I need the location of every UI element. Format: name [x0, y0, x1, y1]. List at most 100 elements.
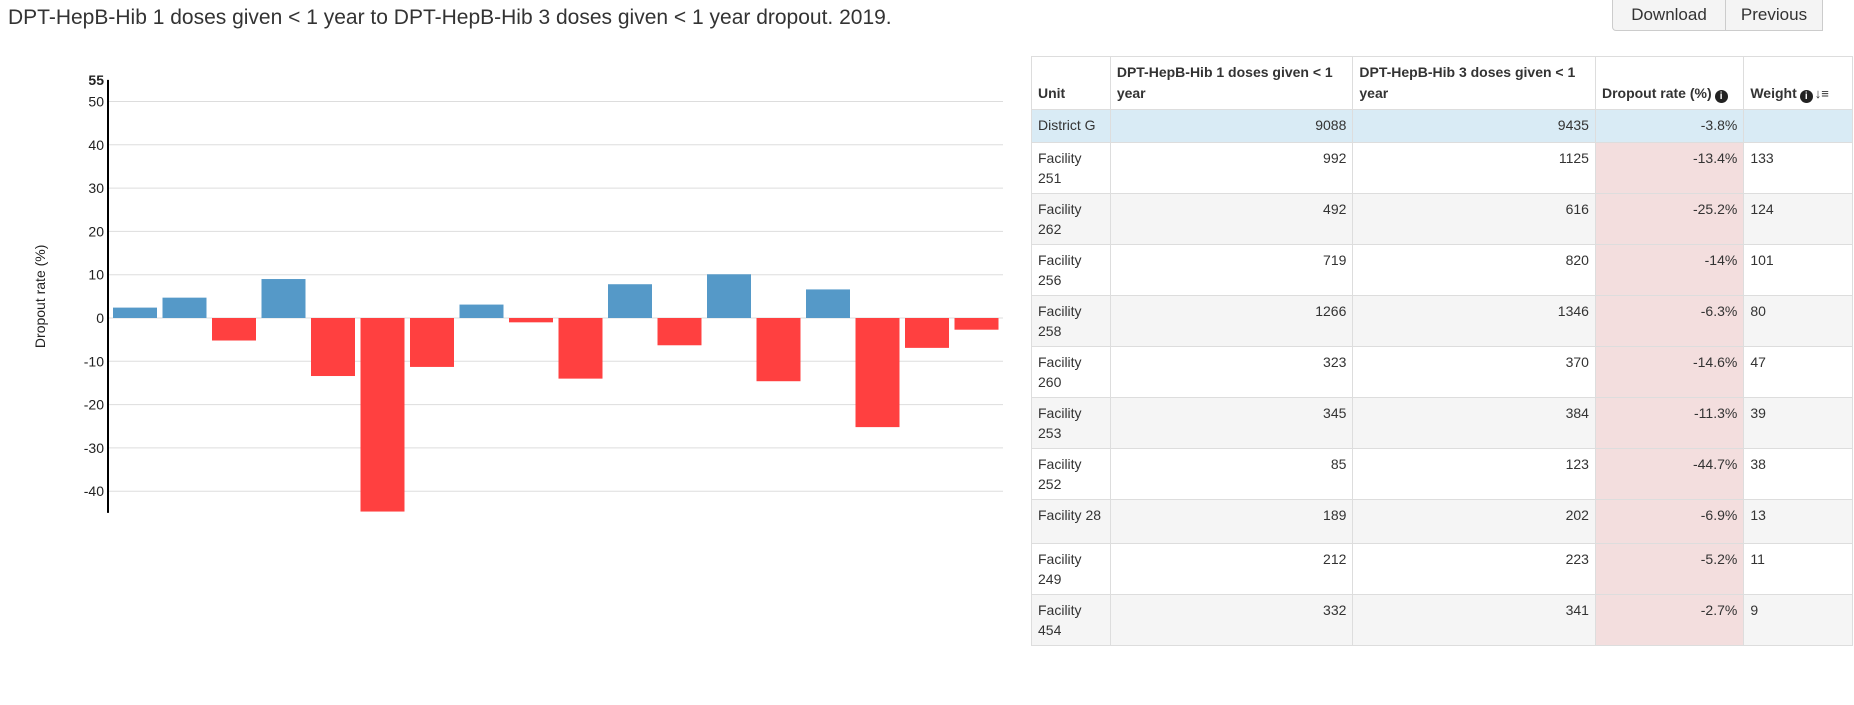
table-row[interactable]: Facility 260 323 370 -14.6% 47: [1031, 346, 1853, 398]
cell-dose3: 223: [1352, 543, 1596, 595]
header-dose3[interactable]: DPT-HepB-Hib 3 doses given < 1 year: [1352, 56, 1596, 110]
chart-bar: [311, 318, 355, 377]
y-tick-label: -10: [84, 353, 104, 369]
cell-dropout: -14%: [1594, 244, 1745, 296]
cell-weight: 47: [1743, 346, 1853, 398]
chart-bar: [162, 297, 207, 318]
cell-weight: 133: [1743, 142, 1853, 194]
y-axis-label: Dropout rate (%): [32, 245, 48, 348]
cell-dose3: 370: [1352, 346, 1596, 398]
cell-unit: Facility 252: [1031, 448, 1111, 500]
table-row[interactable]: Facility 249 212 223 -5.2% 11: [1031, 543, 1853, 595]
cell-dropout: -11.3%: [1594, 397, 1745, 449]
info-circle-icon[interactable]: i: [1714, 90, 1728, 103]
cell-weight: [1743, 109, 1853, 143]
cell-dose1: 323: [1109, 346, 1354, 398]
info-circle-icon[interactable]: i: [1799, 90, 1813, 103]
y-tick-label: 30: [88, 180, 104, 196]
cell-dose3: 202: [1352, 499, 1596, 544]
header-unit[interactable]: Unit: [1031, 56, 1111, 110]
y-tick-label: 40: [88, 137, 104, 153]
y-tick-label: 0: [96, 310, 104, 326]
table-row[interactable]: Facility 258 1266 1346 -6.3% 80: [1031, 295, 1853, 347]
toolbar: Download Previous: [1612, 0, 1823, 31]
chart-bar: [459, 304, 504, 318]
cell-dose1: 332: [1109, 594, 1354, 646]
download-button[interactable]: Download: [1612, 0, 1726, 31]
header-dropout[interactable]: Dropout rate (%) i: [1594, 56, 1745, 110]
header-weight[interactable]: Weight i ↓≡: [1743, 56, 1853, 110]
cell-dose3: 384: [1352, 397, 1596, 449]
cell-dose1: 85: [1109, 448, 1354, 500]
cell-dose3: 820: [1352, 244, 1596, 296]
table-row[interactable]: Facility 262 492 616 -25.2% 124: [1031, 193, 1853, 245]
chart-bar: [707, 274, 751, 318]
y-tick-label: 20: [88, 223, 104, 239]
cell-dose1: 9088: [1109, 109, 1354, 143]
cell-dose3: 616: [1352, 193, 1596, 245]
cell-dose1: 1266: [1109, 295, 1354, 347]
cell-dose1: 992: [1109, 142, 1354, 194]
cell-unit: Facility 253: [1031, 397, 1111, 449]
cell-dose3: 1346: [1352, 295, 1596, 347]
cell-dropout: -5.2%: [1594, 543, 1745, 595]
cell-unit: Facility 251: [1031, 142, 1111, 194]
chart-bar: [558, 318, 603, 379]
table-row[interactable]: Facility 252 85 123 -44.7% 38: [1031, 448, 1853, 500]
table-row[interactable]: Facility 454 332 341 -2.7% 9: [1031, 594, 1853, 646]
chart-bar: [756, 318, 801, 382]
cell-unit: Facility 262: [1031, 193, 1111, 245]
cell-unit: Facility 28: [1031, 499, 1111, 544]
chart-bar: [360, 318, 405, 512]
cell-weight: 11: [1743, 543, 1853, 595]
cell-dose1: 212: [1109, 543, 1354, 595]
table-row[interactable]: Facility 28 189 202 -6.9% 13: [1031, 499, 1853, 544]
cell-weight: 38: [1743, 448, 1853, 500]
cell-unit: Facility 454: [1031, 594, 1111, 646]
table-row-total[interactable]: District G 9088 9435 -3.8%: [1031, 109, 1853, 143]
table-row[interactable]: Facility 251 992 1125 -13.4% 133: [1031, 142, 1853, 194]
cell-dropout: -3.8%: [1594, 109, 1745, 143]
cell-dropout: -13.4%: [1594, 142, 1745, 194]
y-tick-label: -30: [84, 440, 104, 456]
cell-weight: 9: [1743, 594, 1853, 646]
chart-bar: [113, 307, 157, 318]
cell-weight: 39: [1743, 397, 1853, 449]
cell-weight: 101: [1743, 244, 1853, 296]
cell-dose3: 1125: [1352, 142, 1596, 194]
cell-unit: Facility 249: [1031, 543, 1111, 595]
header-dose1[interactable]: DPT-HepB-Hib 1 doses given < 1 year: [1109, 56, 1354, 110]
cell-weight: 124: [1743, 193, 1853, 245]
cell-dose1: 345: [1109, 397, 1354, 449]
chart-bar: [954, 318, 999, 330]
cell-dose1: 492: [1109, 193, 1354, 245]
chart-bar: [855, 318, 900, 428]
cell-unit: Facility 258: [1031, 295, 1111, 347]
table-row[interactable]: Facility 253 345 384 -11.3% 39: [1031, 397, 1853, 449]
data-table-container: Unit DPT-HepB-Hib 1 doses given < 1 year…: [1031, 56, 1853, 646]
dropout-table: Unit DPT-HepB-Hib 1 doses given < 1 year…: [1031, 56, 1853, 646]
cell-dose3: 9435: [1352, 109, 1596, 143]
table-row[interactable]: Facility 256 719 820 -14% 101: [1031, 244, 1853, 296]
table-body: District G 9088 9435 -3.8% Facility 251 9…: [1031, 109, 1853, 646]
chart-bar: [806, 289, 850, 318]
cell-dropout: -2.7%: [1594, 594, 1745, 646]
cell-dropout: -25.2%: [1594, 193, 1745, 245]
cell-dropout: -6.9%: [1594, 499, 1745, 544]
header-dropout-label: Dropout rate (%): [1601, 85, 1712, 101]
cell-unit: Facility 256: [1031, 244, 1111, 296]
y-tick-label: -40: [84, 483, 104, 499]
y-tick-label: 10: [88, 267, 104, 283]
cell-dropout: -44.7%: [1594, 448, 1745, 500]
cell-dropout: -6.3%: [1594, 295, 1745, 347]
cell-unit: Facility 260: [1031, 346, 1111, 398]
dropout-bar-chart: -40 -30 -20 -10 0 10 20 30 40 50 55 Dropout rate (%…: [0, 58, 1010, 538]
previous-button[interactable]: Previous: [1726, 0, 1823, 31]
cell-weight: 80: [1743, 295, 1853, 347]
chart-bar: [905, 318, 949, 348]
sort-descending-icon[interactable]: ↓≡: [1814, 86, 1829, 101]
cell-dose3: 341: [1352, 594, 1596, 646]
cell-dropout: -14.6%: [1594, 346, 1745, 398]
chart-bar: [509, 318, 553, 323]
chart-bar: [212, 318, 256, 341]
